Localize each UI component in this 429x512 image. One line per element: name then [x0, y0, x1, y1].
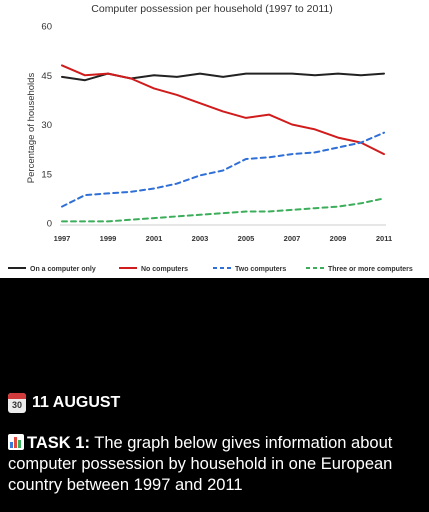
legend-label: No computers	[141, 266, 188, 273]
y-tick-label: 0	[47, 219, 52, 230]
x-tick-label: 2011	[376, 234, 392, 243]
y-tick-label: 60	[41, 22, 52, 33]
x-tick-label: 2007	[284, 234, 301, 243]
x-tick-label: 2003	[192, 234, 209, 243]
bar-chart-icon	[8, 434, 24, 450]
series-line-3	[61, 197, 385, 223]
date-text: 11 AUGUST	[32, 394, 121, 411]
x-tick-label: 2001	[146, 234, 163, 243]
series-line-1	[61, 64, 385, 156]
line-chart: Computer possession per household (1997 …	[8, 3, 413, 273]
y-tick-label: 15	[41, 169, 52, 180]
series-lines	[61, 64, 385, 223]
x-axis-ticks: 1997 1999 2001 2003 2005 2007 2009 2011	[54, 234, 392, 243]
y-tick-label: 30	[41, 120, 52, 131]
legend-label: Three or more computers	[328, 266, 413, 273]
legend-label: On a computer only	[30, 266, 96, 273]
x-tick-label: 1999	[100, 234, 117, 243]
x-tick-label: 1997	[54, 234, 71, 243]
series-line-2	[61, 131, 385, 208]
x-tick-label: 2009	[330, 234, 347, 243]
chart-panel: Computer possession per household (1997 …	[0, 0, 429, 278]
y-tick-label: 45	[41, 71, 52, 82]
y-axis-label: Percentage of households	[26, 73, 37, 184]
x-tick-label: 2005	[238, 234, 255, 243]
legend: On a computer only No computers Two comput…	[8, 266, 413, 273]
task-text: The graph below gives information about …	[8, 434, 393, 494]
calendar-icon: 30	[8, 393, 26, 413]
task-description: TASK 1: The graph below gives informatio…	[8, 433, 423, 496]
chart-title: Computer possession per household (1997 …	[91, 3, 332, 15]
calendar-number: 30	[11, 400, 22, 410]
legend-label: Two computers	[235, 266, 286, 273]
y-axis-ticks: 0 15 30 45 60	[41, 22, 52, 230]
task-label: TASK 1:	[27, 434, 90, 452]
date-line: 30 11 AUGUST	[8, 391, 423, 415]
caption: 30 11 AUGUST TASK 1: The graph below giv…	[8, 391, 423, 496]
